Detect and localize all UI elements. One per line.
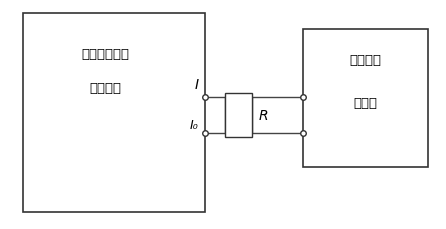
Text: I: I: [194, 78, 198, 92]
Bar: [23, 14, 205, 212]
Bar: [225, 94, 252, 137]
Text: 试验装置: 试验装置: [89, 81, 121, 94]
Text: 输入端: 输入端: [353, 96, 377, 109]
Text: R: R: [259, 109, 268, 123]
Bar: [303, 30, 428, 167]
Text: I₀: I₀: [190, 119, 198, 132]
Text: 失真度仪: 失真度仪: [349, 54, 381, 67]
Text: 被试继电保护: 被试继电保护: [81, 47, 129, 60]
